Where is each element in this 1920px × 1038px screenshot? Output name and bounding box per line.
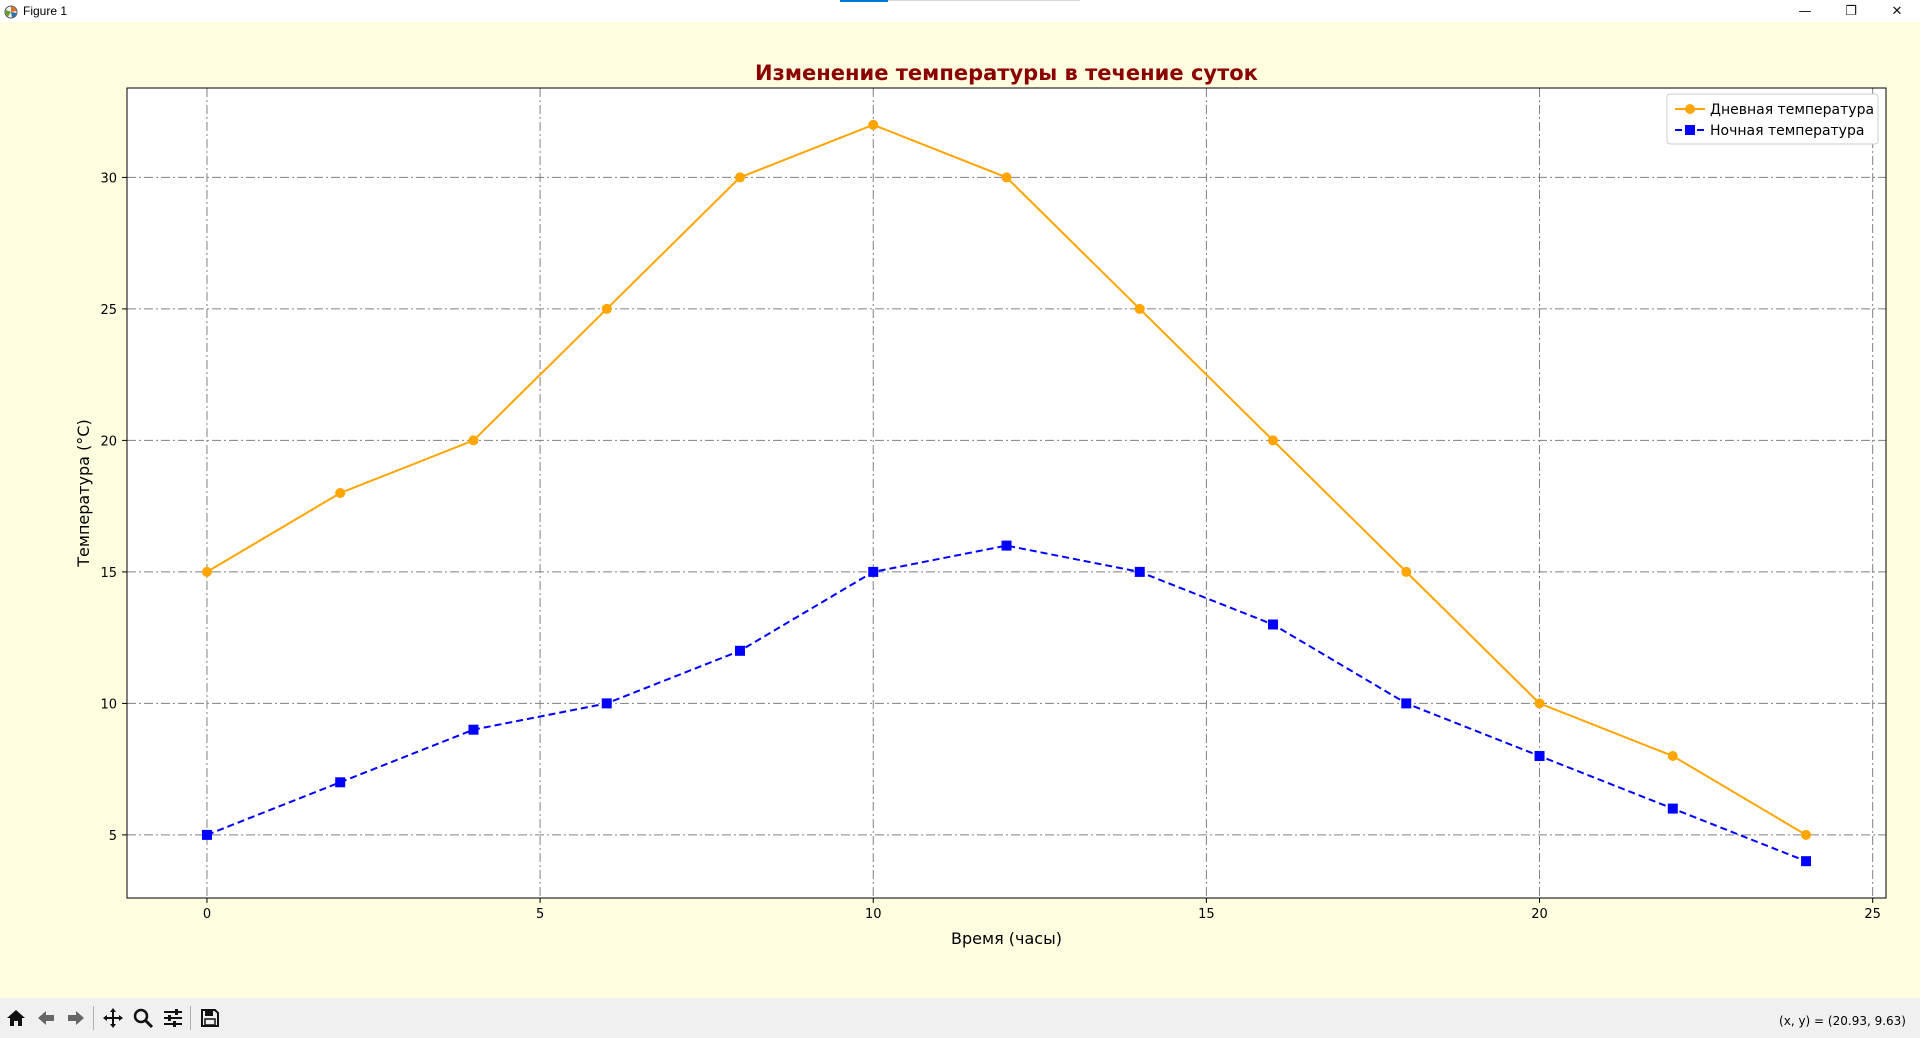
series-1-point — [601, 303, 612, 314]
series-2-point — [1534, 750, 1545, 761]
series-2-point — [734, 645, 745, 656]
title-accent-bar — [840, 0, 888, 2]
minimize-button[interactable]: — — [1798, 3, 1812, 19]
x-axis-label: Время (часы) — [951, 929, 1062, 948]
toolbar-separator — [93, 1006, 94, 1030]
series-1-point — [1534, 698, 1545, 709]
y-axis-label: Температура (°C) — [74, 419, 93, 567]
series-1-point — [1134, 303, 1145, 314]
series-2-point — [601, 698, 612, 709]
cursor-coordinates: (x, y) = (20.93, 9.63) — [1779, 1014, 1906, 1028]
legend-label-1: Дневная температура — [1710, 102, 1874, 118]
x-tick-label: 10 — [865, 907, 882, 922]
series-2-point — [868, 566, 879, 577]
series-1-point — [201, 566, 212, 577]
configure-subplots-icon[interactable] — [159, 1004, 187, 1032]
line-chart: 0 5 10 15 20 25 5 10 15 20 25 30 Изменение температу… — [74, 61, 1887, 948]
restore-button[interactable]: ❐ — [1845, 3, 1857, 19]
series-1-point — [335, 488, 346, 498]
series-2-point — [1134, 566, 1145, 577]
x-tick-label: 0 — [203, 907, 211, 922]
axes-frame — [126, 87, 1887, 899]
series-2-point — [201, 829, 212, 840]
zoom-icon[interactable] — [129, 1004, 157, 1032]
series-1-point — [1268, 435, 1279, 446]
legend-box — [1666, 93, 1879, 145]
series-1-point — [468, 435, 479, 446]
y-tick-label: 15 — [100, 566, 117, 581]
series-1-point — [1001, 172, 1012, 183]
x-tick-label: 25 — [1864, 907, 1881, 922]
series-2-point — [1268, 619, 1279, 630]
home-icon[interactable] — [2, 1004, 30, 1032]
matplotlib-app-icon — [4, 4, 18, 19]
back-arrow-icon[interactable] — [32, 1004, 60, 1032]
series-2-point — [1401, 698, 1412, 709]
x-tick-label: 15 — [1198, 907, 1215, 922]
series-2-point — [1667, 803, 1678, 814]
series-1-point — [1667, 750, 1678, 761]
y-tick-label: 25 — [100, 303, 117, 318]
window-controls: — ❐ ✕ — [1782, 0, 1920, 22]
forward-arrow-icon[interactable] — [62, 1004, 90, 1032]
window-titlebar: Figure 1 — ❐ ✕ — [0, 0, 1920, 22]
series-2-point — [1001, 540, 1012, 551]
y-tick-label: 30 — [100, 171, 117, 186]
toolbar-separator — [190, 1006, 191, 1030]
series-1-point — [734, 172, 745, 183]
series-1-point — [1401, 566, 1412, 577]
y-tick-label: 20 — [100, 434, 117, 449]
series-2-point — [335, 777, 346, 788]
legend-marker-1 — [1685, 104, 1695, 114]
y-tick-label: 10 — [100, 697, 117, 712]
series-2-point — [468, 724, 479, 735]
figure-canvas[interactable]: 0 5 10 15 20 25 5 10 15 20 25 30 Изменение температу… — [0, 22, 1920, 998]
chart-title: Изменение температуры в течение суток — [755, 61, 1258, 85]
plot-background — [127, 88, 1886, 898]
pan-icon[interactable] — [99, 1004, 127, 1032]
series-2-point — [1801, 856, 1812, 867]
window-title: Figure 1 — [23, 4, 68, 18]
save-icon[interactable] — [196, 1004, 224, 1032]
y-tick-label: 5 — [109, 829, 117, 844]
legend-label-2: Ночная температура — [1710, 123, 1864, 139]
x-tick-label: 5 — [536, 907, 544, 922]
series-1-point — [1801, 829, 1812, 840]
legend-marker-2 — [1685, 125, 1695, 135]
navigation-toolbar — [0, 998, 1920, 1038]
series-1-point — [868, 119, 879, 130]
title-accent-line — [888, 0, 1080, 1]
x-tick-label: 20 — [1531, 907, 1548, 922]
close-button[interactable]: ✕ — [1891, 3, 1903, 19]
